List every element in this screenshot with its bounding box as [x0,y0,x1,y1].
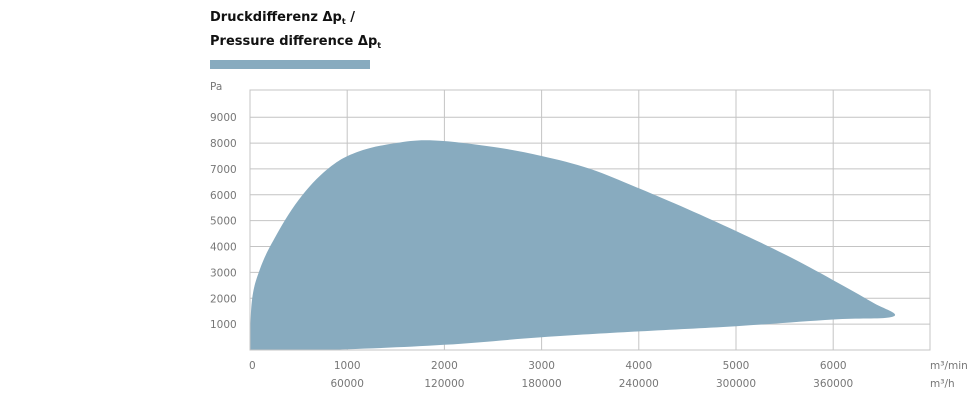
x-tick-label: 4000 [625,360,652,372]
y-tick-label: 6000 [210,190,237,202]
title-german-subscript: t [341,17,346,26]
x2-tick-label: 360000 [813,378,853,390]
x-unit-label: m³/min [930,360,968,372]
title-english-main: Pressure difference Δp [210,34,378,49]
tick-labels: 1000 2000 3000 4000 5000 6000 7000 8000 9000 Pa 0 1… [210,81,968,390]
x-tick-label: 1000 [334,360,361,372]
y-tick-label: 5000 [210,216,237,228]
x2-tick-label: 60000 [330,378,363,390]
x-tick-label: 2000 [431,360,458,372]
x2-tick-label: 180000 [522,378,562,390]
x-tick-label: 6000 [820,360,847,372]
x2-tick-label: 240000 [619,378,659,390]
y-axis-label: Pa [210,81,222,93]
y-tick-label: 2000 [210,293,237,305]
x-tick-label: 3000 [528,360,555,372]
y-tick-label: 8000 [210,138,237,150]
x2-unit-label: m³/h [930,378,955,390]
y-tick-label: 9000 [210,112,237,124]
title-line-german: Druckdifferenz Δpt / [210,8,381,32]
legend-swatch [210,60,370,69]
title-german-main: Druckdifferenz Δp [210,10,342,25]
title-line-english: Pressure difference Δpt [210,32,381,56]
y-tick-label: 4000 [210,242,237,254]
x2-tick-label: 120000 [424,378,464,390]
title-german-tail: / [345,10,355,25]
x-tick-label: 0 [249,360,256,372]
x-tick-label: 5000 [723,360,750,372]
y-tick-label: 1000 [210,319,237,331]
chart-title: Druckdifferenz Δpt / Pressure difference… [210,8,381,56]
plot-frame [249,89,931,351]
y-tick-label: 7000 [210,164,237,176]
y-tick-label: 3000 [210,267,237,279]
x2-tick-label: 300000 [716,378,756,390]
operating-range-area [250,140,896,351]
title-english-subscript: t [377,41,382,50]
